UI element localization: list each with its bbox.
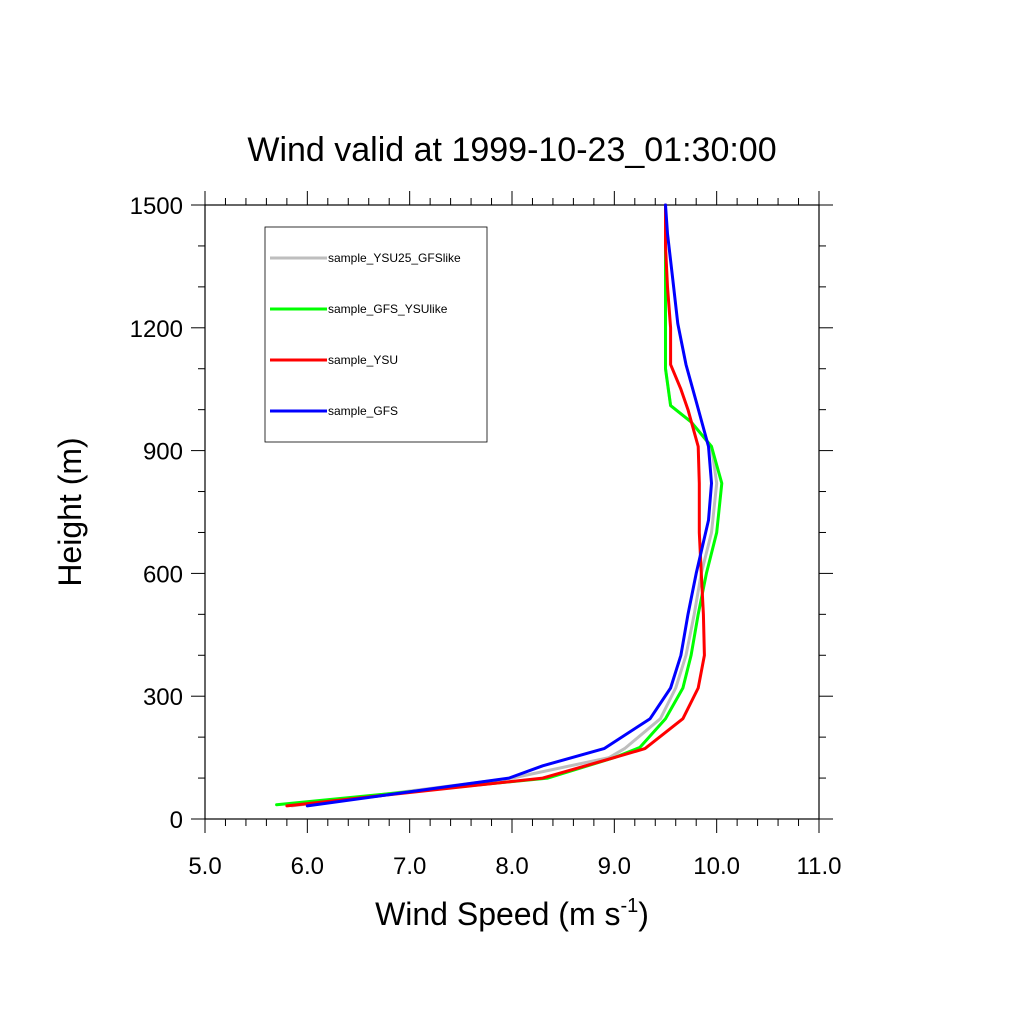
x-axis-title: Wind Speed (m s-1) <box>375 895 649 932</box>
x-tick-label: 9.0 <box>598 853 631 880</box>
series-line-sample_GFS <box>305 203 713 808</box>
x-tick-label: 7.0 <box>393 853 426 880</box>
y-tick-label: 0 <box>170 807 183 834</box>
x-tick-label: 10.0 <box>693 853 740 880</box>
legend-label: sample_YSU25_GFSlike <box>328 251 461 265</box>
y-tick-label: 600 <box>143 561 183 588</box>
legend-box <box>264 226 488 443</box>
legend: sample_YSU25_GFSlike sample_GFS_YSUlikesa… <box>264 226 488 443</box>
tick-marks <box>191 191 833 833</box>
y-tick-label: 900 <box>143 439 183 466</box>
data-series <box>275 203 724 808</box>
y-tick-label: 1500 <box>130 193 183 220</box>
tick-labels: 5.0 6.0 7.0 8.0 9.0 10.0 11.0 0 300 600 900 1200 150… <box>130 193 842 880</box>
y-tick-label: 300 <box>143 684 183 711</box>
x-axis-title-main: Wind Speed (m s <box>375 896 620 932</box>
series-line-sample_GFS_YSUlike <box>275 203 724 807</box>
legend-label: sample_GFS_YSUlike <box>328 302 448 316</box>
y-axis-title: Height (m) <box>52 437 88 586</box>
x-tick-label: 11.0 <box>797 853 842 880</box>
legend-label: sample_YSU <box>328 353 398 367</box>
x-tick-label: 6.0 <box>291 853 324 880</box>
y-tick-label: 1200 <box>130 316 183 343</box>
chart-title: Wind valid at 1999-10-23_01:30:00 <box>247 131 776 169</box>
x-tick-label: 8.0 <box>495 853 528 880</box>
x-axis-title-superscript: -1 <box>620 895 638 917</box>
x-tick-label: 5.0 <box>188 853 221 880</box>
series-line-sample_YSU <box>285 203 706 808</box>
x-axis-title-suffix: ) <box>638 896 649 932</box>
legend-label: sample_GFS <box>328 404 398 418</box>
legend-items: sample_YSU25_GFSlike sample_GFS_YSUlikesa… <box>270 251 461 418</box>
